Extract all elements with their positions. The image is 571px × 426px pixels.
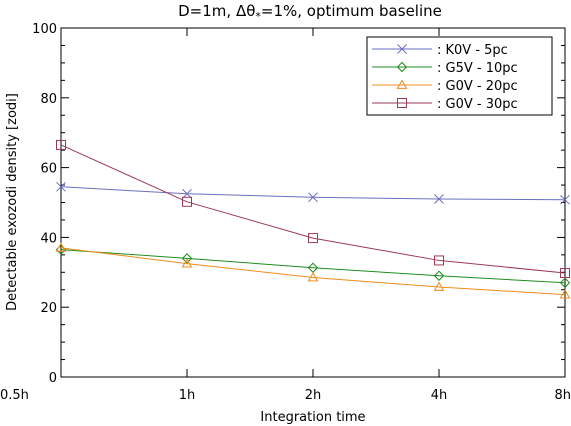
data-point <box>56 139 66 150</box>
data-point <box>55 242 67 252</box>
x-tick-label: 8h <box>554 388 571 403</box>
data-point <box>433 281 445 291</box>
legend-label: : K0V - 5pc <box>437 43 508 58</box>
legend: : K0V - 5pc : G5V - 10pc : G0V - 20pc : G0V… <box>366 36 553 116</box>
data-point <box>560 194 570 205</box>
x-tick-label: 2h <box>305 388 322 403</box>
series-2 <box>55 242 571 299</box>
x-tick-label: 0.5h <box>0 388 29 403</box>
legend-label: : G0V - 30pc <box>437 97 518 112</box>
data-point <box>181 253 193 264</box>
data-point <box>559 289 571 299</box>
title-delta: Δθ <box>236 2 255 20</box>
y-tick-label: 20 <box>40 301 57 316</box>
legend-label: : G5V - 10pc <box>437 61 518 76</box>
data-point <box>307 272 319 282</box>
legend-marker <box>397 44 407 54</box>
data-point <box>308 192 318 203</box>
series-layer <box>55 139 571 299</box>
data-point <box>434 194 444 204</box>
series-line <box>60 144 566 274</box>
data-point <box>182 188 192 199</box>
plot-axes: 0 20 40 60 80 100 0.5h 1h 2h 4h 8h <box>0 22 571 403</box>
x-axis-label: Integration time <box>260 410 365 425</box>
data-point <box>181 258 193 268</box>
series-3 <box>56 139 570 278</box>
title-suffix: =1%, optimum baseline <box>261 2 442 20</box>
y-axis-label: Detectable exozodi density [zodi] <box>5 93 20 311</box>
data-point <box>560 267 570 278</box>
data-point <box>182 196 192 207</box>
legend-label: : G0V - 20pc <box>437 79 518 94</box>
data-point <box>308 233 318 244</box>
y-tick-label: 60 <box>40 162 57 177</box>
legend-marker <box>396 61 408 73</box>
y-tick-label: 40 <box>40 231 57 246</box>
legend-marker <box>396 79 408 89</box>
series-0 <box>56 181 570 205</box>
data-point <box>434 255 444 266</box>
series-line <box>60 249 566 284</box>
data-point <box>559 277 571 288</box>
x-tick-label: 4h <box>431 388 448 403</box>
title-prefix: D=1m, <box>178 2 236 20</box>
series-line <box>60 247 566 296</box>
data-point <box>433 270 445 281</box>
y-tick-label: 100 <box>32 22 57 37</box>
x-tick-label: 1h <box>179 388 196 403</box>
legend-marker <box>397 98 407 108</box>
chart-title: D=1m, Δθ*=1%, optimum baseline <box>178 2 442 23</box>
title-star: * <box>255 10 261 23</box>
y-tick-label: 0 <box>49 371 57 386</box>
data-point <box>56 181 66 192</box>
y-tick-label: 80 <box>40 92 57 107</box>
